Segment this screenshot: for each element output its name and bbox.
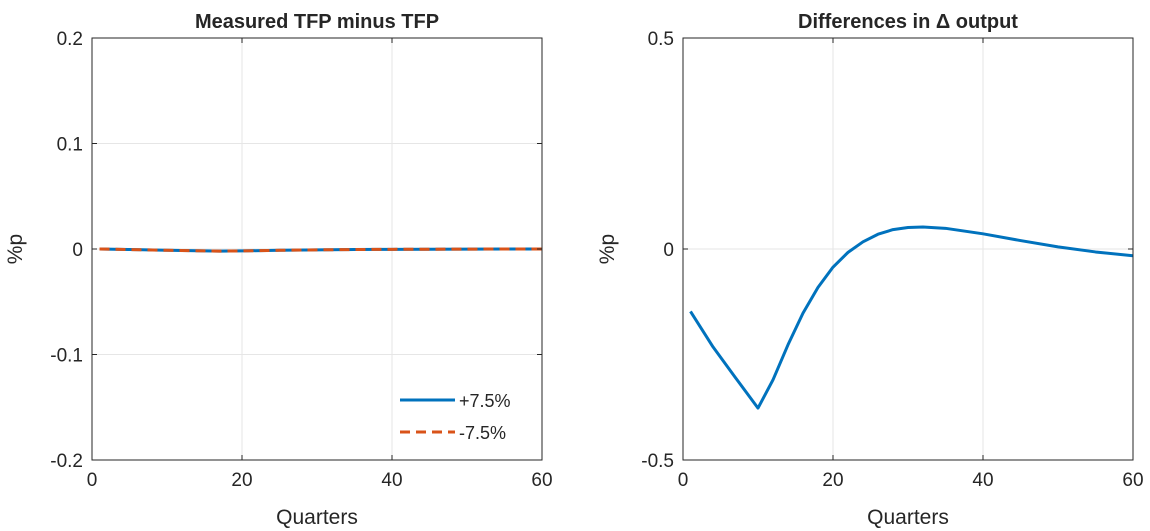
chart2-title: Differences in Δ output	[798, 11, 1018, 33]
chart1-xtick-label-0: 0	[87, 470, 98, 491]
chart2-xtick-label-0: 0	[678, 470, 689, 491]
chart1-xtick-label-1: 20	[231, 470, 252, 491]
chart1-legend-label-0: +7.5%	[459, 391, 511, 411]
chart1-series-line-1	[99, 247, 542, 253]
chart2-ytick-label-1: 0	[663, 240, 674, 261]
chart2-xtick-label-2: 40	[972, 470, 993, 491]
chart1-xtick-label-3: 60	[531, 470, 552, 491]
chart2-series-line-0	[689, 225, 1134, 410]
chart1-ylabel: %p	[4, 234, 27, 264]
chart1-ytick-label-0: -0.2	[50, 451, 83, 472]
chart1-xlabel: Quarters	[276, 506, 358, 529]
chart2-ytick-label-2: 0.5	[648, 29, 674, 50]
chart-left: 0 20 40 60 -0.2 -0.1 0 0.1 0.2 Measured TFP minus…	[4, 11, 553, 529]
chart1-legend-label-1: -7.5%	[459, 423, 506, 443]
chart2-xlabel: Quarters	[867, 506, 949, 529]
chart2-ytick-label-0: -0.5	[641, 451, 674, 472]
chart1-xtick-label-2: 40	[381, 470, 402, 491]
chart1-ytick-label-4: 0.2	[57, 29, 83, 50]
chart1-ytick-label-3: 0.1	[57, 135, 83, 156]
chart1-legend: +7.5% -7.5%	[400, 391, 511, 443]
chart1-ytick-label-2: 0	[72, 240, 83, 261]
chart2-xtick-label-1: 20	[822, 470, 843, 491]
chart2-ylabel: %p	[596, 234, 619, 264]
chart1-ytick-label-1: -0.1	[50, 346, 83, 367]
chart1-title: Measured TFP minus TFP	[195, 11, 439, 33]
chart2-xtick-label-3: 60	[1122, 470, 1143, 491]
